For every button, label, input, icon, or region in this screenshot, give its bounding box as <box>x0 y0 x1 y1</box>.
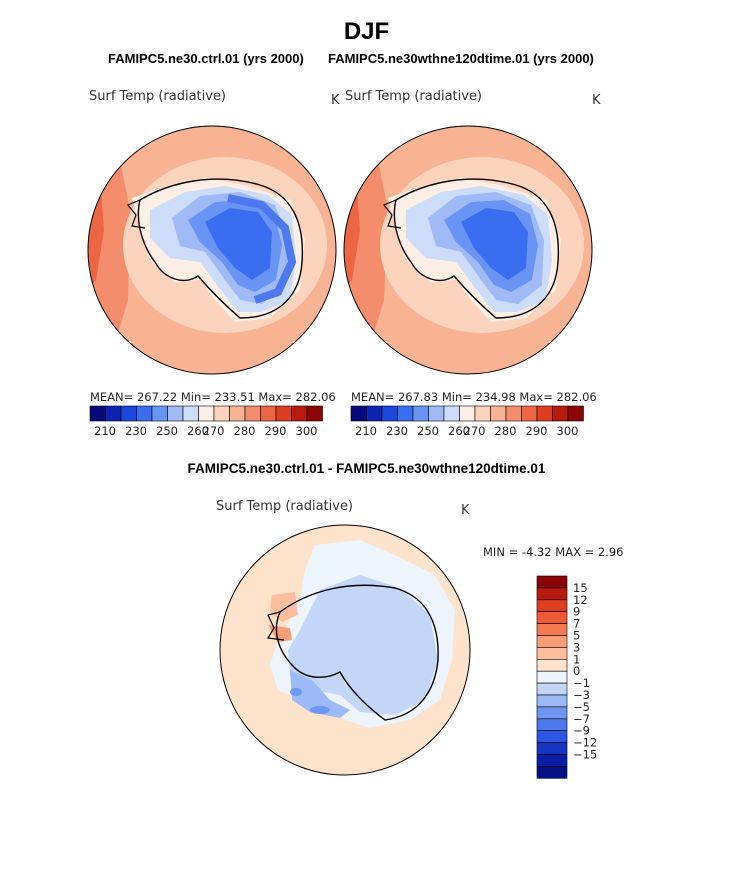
diff-units-label: K <box>461 503 470 518</box>
diff-colorbar-tick-label: 9 <box>573 605 580 619</box>
figure-title: DJF <box>343 18 390 45</box>
diff-colorbar-tick-label: −7 <box>573 712 590 726</box>
right-units-label: K <box>592 93 601 108</box>
diff-stats: MIN = -4.32 MAX = 2.96 <box>483 545 624 559</box>
diff-colorbar-swatch <box>536 635 568 648</box>
diff-colorbar-swatch <box>536 706 568 720</box>
diff-colorbar-swatch <box>536 599 568 612</box>
left-units-label: K <box>331 93 340 108</box>
left-colorbar-tick-label: 300 <box>296 424 318 438</box>
right-colorbar-swatch <box>459 405 476 422</box>
left-variable-label: Surf Temp (radiative) <box>89 89 227 104</box>
diff-colorbar-swatch <box>536 623 568 636</box>
right-colorbar-swatch <box>474 405 491 422</box>
left-colorbar-swatch <box>291 405 308 422</box>
left-colorbar-tick-label: 230 <box>125 424 147 438</box>
right-colorbar-swatch <box>521 405 538 422</box>
right-colorbar-tick-label: 250 <box>417 424 439 438</box>
diff-colorbar-swatch <box>536 754 568 767</box>
right-variable-label: Surf Temp (radiative) <box>345 89 483 104</box>
diff-colorbar-tick-label: −3 <box>573 688 590 702</box>
diff-colorbar-swatch <box>536 587 568 601</box>
right-colorbar-swatch <box>381 405 398 422</box>
diff-colorbar-tick-label: 15 <box>573 581 588 595</box>
diff-colorbar-tick-label: 0 <box>573 664 580 678</box>
right-colorbar-swatch <box>412 405 429 422</box>
diff-colorbar-swatch <box>536 647 568 660</box>
right-colorbar-swatch <box>505 405 522 422</box>
diff-colorbar-tick-label: −12 <box>573 736 597 750</box>
diff-colorbar-tick-label: 3 <box>573 640 580 654</box>
right-colorbar-tick-label: 300 <box>557 424 579 438</box>
right-colorbar-tick-label: 230 <box>386 424 408 438</box>
diff-colorbar-swatch <box>536 766 568 779</box>
left-colorbar-swatch <box>151 405 168 422</box>
diff-variable-label: Surf Temp (radiative) <box>216 499 354 514</box>
left-colorbar-swatch <box>260 405 277 422</box>
diff-colorbar-swatch <box>536 670 568 684</box>
left-colorbar-swatch <box>89 405 106 422</box>
diff-colorbar-swatch <box>536 682 568 696</box>
left-colorbar-tick-label: 280 <box>234 424 256 438</box>
diff-colorbar-swatch <box>536 611 568 624</box>
diff-colorbar-swatch <box>536 742 568 755</box>
right-colorbar-swatch <box>490 405 507 422</box>
diff-colorbar-swatch <box>536 694 568 708</box>
left-colorbar-swatch <box>136 405 153 422</box>
left-colorbar-swatch <box>182 405 199 422</box>
ctrl-case-title: FAMIPC5.ne30.ctrl.01 (yrs 2000) <box>108 51 304 66</box>
right-colorbar-swatch <box>366 405 383 422</box>
diff-colorbar-tick-label: 1 <box>573 652 580 666</box>
left-colorbar-swatch <box>244 405 261 422</box>
left-colorbar-swatch <box>120 405 137 422</box>
right-colorbar-swatch <box>428 405 445 422</box>
right-colorbar-swatch <box>552 405 569 422</box>
left-colorbar-tick-label: 260 <box>187 424 209 438</box>
diff-colorbar-tick-label: 5 <box>573 629 580 643</box>
left-colorbar-swatch <box>167 405 184 422</box>
left-colorbar-swatch <box>306 405 323 422</box>
right-colorbar-swatch <box>567 405 584 422</box>
left-colorbar-swatch <box>229 405 246 422</box>
diff-colorbar-swatch <box>536 730 568 743</box>
diff-colorbar-tick-label: −15 <box>573 748 597 762</box>
diff-colorbar-swatch <box>536 575 568 589</box>
right-colorbar-tick-label: 270 <box>464 424 486 438</box>
left-colorbar-swatch <box>213 405 230 422</box>
diff-colorbar-swatch <box>536 718 568 731</box>
left-colorbar-tick-label: 290 <box>265 424 287 438</box>
diff-colorbar-tick-label: −9 <box>573 724 590 738</box>
diff-colorbar-swatch <box>536 658 568 672</box>
left-colorbar-swatch <box>198 405 215 422</box>
left-colorbar-tick-label: 250 <box>156 424 178 438</box>
right-colorbar-tick-label: 260 <box>448 424 470 438</box>
diff-colorbar-tick-label: −5 <box>573 700 590 714</box>
test-case-title: FAMIPC5.ne30wthne120dtime.01 (yrs 2000) <box>328 51 594 66</box>
diff-colorbar-tick-label: −1 <box>573 676 590 690</box>
left-colorbar-tick-label: 210 <box>94 424 116 438</box>
right-colorbar-swatch <box>443 405 460 422</box>
left-colorbar-swatch <box>105 405 122 422</box>
right-colorbar-swatch <box>536 405 553 422</box>
diff-title: FAMIPC5.ne30.ctrl.01 - FAMIPC5.ne30wthne… <box>187 461 546 476</box>
right-colorbar-swatch <box>350 405 367 422</box>
right-colorbar-tick-label: 210 <box>355 424 377 438</box>
left-stats: MEAN= 267.22 Min= 233.51 Max= 282.06 <box>90 390 336 404</box>
right-colorbar-tick-label: 280 <box>495 424 517 438</box>
right-colorbar-tick-label: 290 <box>526 424 548 438</box>
diff-colorbar-tick-label: 12 <box>573 593 588 607</box>
right-colorbar-swatch <box>397 405 414 422</box>
right-stats: MEAN= 267.83 Min= 234.98 Max= 282.06 <box>351 390 597 404</box>
diff-colorbar-tick-label: 7 <box>573 617 580 631</box>
left-colorbar-tick-label: 270 <box>203 424 225 438</box>
left-colorbar-swatch <box>275 405 292 422</box>
